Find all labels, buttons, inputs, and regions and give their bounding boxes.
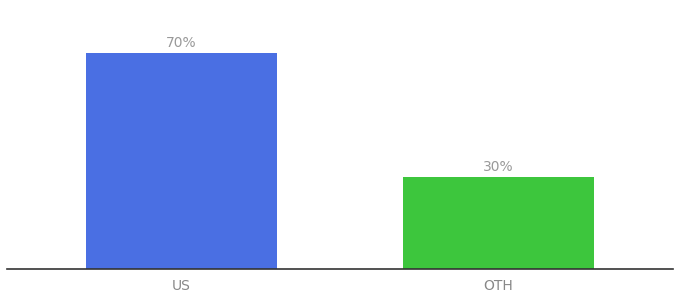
Text: 30%: 30%	[483, 160, 514, 174]
Bar	[86, 53, 277, 269]
Bar	[403, 177, 594, 269]
Text: 70%: 70%	[166, 36, 197, 50]
